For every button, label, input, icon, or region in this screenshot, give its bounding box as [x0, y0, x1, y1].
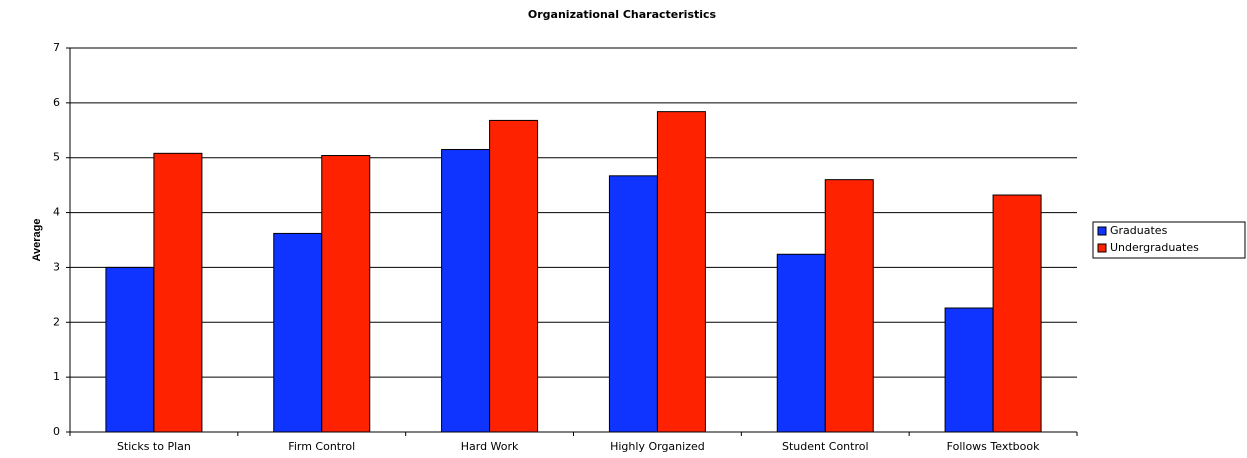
bar [944, 307, 994, 433]
bar [105, 266, 155, 433]
bar [273, 232, 323, 433]
bar [441, 148, 491, 433]
y-axis-label: Average [31, 218, 43, 261]
x-tick-label: Firm Control [288, 440, 355, 453]
x-tick-label: Hard Work [461, 440, 519, 453]
bar [992, 194, 1042, 433]
bar [776, 253, 826, 433]
y-tick-label: 1 [53, 370, 60, 383]
legend-swatch [1097, 243, 1107, 253]
y-tick-label: 3 [53, 260, 60, 273]
legend-label: Graduates [1110, 224, 1168, 237]
bar [608, 175, 658, 433]
legend-label: Undergraduates [1110, 241, 1199, 254]
y-tick-label: 4 [53, 206, 60, 219]
y-tick-label: 7 [53, 41, 60, 54]
bar [321, 155, 371, 433]
x-tick-label: Highly Organized [610, 440, 705, 453]
x-tick-label: Follows Textbook [947, 440, 1040, 453]
legend-swatch [1097, 226, 1107, 236]
x-tick-label: Sticks to Plan [117, 440, 191, 453]
bar [153, 152, 203, 433]
y-tick-label: 2 [53, 315, 60, 328]
bar [656, 111, 706, 433]
x-tick-label: Student Control [782, 440, 869, 453]
y-tick-label: 5 [53, 151, 60, 164]
bar [489, 119, 539, 433]
y-tick-label: 6 [53, 96, 60, 109]
bar [824, 179, 874, 433]
chart-title: Organizational Characteristics [528, 8, 717, 21]
legend-box [1092, 221, 1246, 259]
y-tick-label: 0 [53, 425, 60, 438]
